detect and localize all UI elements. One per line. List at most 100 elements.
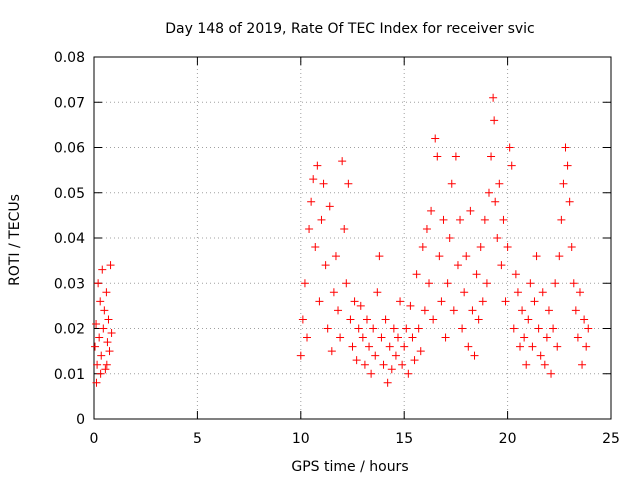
data-point bbox=[447, 179, 456, 188]
data-point bbox=[497, 261, 506, 270]
data-point bbox=[575, 288, 584, 297]
data-point bbox=[365, 342, 374, 351]
data-point bbox=[362, 315, 371, 324]
data-point bbox=[416, 347, 425, 356]
data-point bbox=[331, 252, 340, 261]
data-point bbox=[561, 143, 570, 152]
data-point bbox=[526, 279, 535, 288]
data-point bbox=[569, 279, 578, 288]
data-point bbox=[547, 369, 556, 378]
data-point bbox=[567, 243, 576, 252]
data-point bbox=[91, 342, 100, 351]
data-point bbox=[381, 315, 390, 324]
data-point bbox=[342, 279, 351, 288]
data-point bbox=[391, 351, 400, 360]
data-point bbox=[513, 288, 522, 297]
data-point bbox=[408, 333, 417, 342]
data-point bbox=[491, 197, 500, 206]
data-point bbox=[105, 347, 114, 356]
data-point bbox=[340, 224, 349, 233]
data-point bbox=[453, 261, 462, 270]
data-point bbox=[490, 116, 499, 125]
data-point bbox=[476, 243, 485, 252]
data-point bbox=[489, 93, 498, 102]
axis-ticks: 0 0.01 0.02 0.03 0.04 0.05 0.06 0.07 0.08 0 5 10 15 2… bbox=[54, 50, 620, 447]
data-point bbox=[466, 206, 475, 215]
data-point bbox=[369, 324, 378, 333]
data-point bbox=[100, 306, 109, 315]
data-point bbox=[367, 369, 376, 378]
data-point bbox=[456, 215, 465, 224]
data-point bbox=[383, 378, 392, 387]
data-point bbox=[578, 360, 587, 369]
data-point bbox=[404, 369, 413, 378]
x-tick-label: 15 bbox=[395, 431, 413, 447]
data-point bbox=[336, 333, 345, 342]
data-point bbox=[462, 252, 471, 261]
data-point bbox=[327, 347, 336, 356]
data-point bbox=[538, 288, 547, 297]
x-tick-label: 0 bbox=[90, 431, 99, 447]
data-point bbox=[518, 306, 527, 315]
data-point bbox=[305, 224, 314, 233]
data-point bbox=[298, 315, 307, 324]
data-point bbox=[101, 365, 110, 374]
data-point bbox=[99, 324, 108, 333]
y-tick-label: 0.08 bbox=[54, 50, 85, 66]
data-point bbox=[559, 179, 568, 188]
data-point bbox=[487, 152, 496, 161]
data-point bbox=[493, 234, 502, 242]
data-point bbox=[102, 288, 111, 297]
data-point bbox=[418, 243, 427, 252]
data-point bbox=[389, 324, 398, 333]
data-point bbox=[412, 270, 421, 279]
data-point bbox=[522, 360, 531, 369]
x-tick-label: 10 bbox=[292, 431, 310, 447]
data-point bbox=[580, 315, 589, 324]
data-point bbox=[449, 306, 458, 315]
data-point bbox=[458, 324, 467, 333]
data-point bbox=[321, 261, 330, 270]
data-point bbox=[501, 297, 510, 306]
data-point bbox=[439, 215, 448, 224]
data-point bbox=[103, 338, 112, 347]
data-point bbox=[377, 333, 386, 342]
data-point bbox=[360, 360, 369, 369]
data-point bbox=[530, 297, 539, 306]
data-point bbox=[468, 306, 477, 315]
data-point bbox=[334, 306, 343, 315]
data-point bbox=[95, 333, 104, 342]
data-point bbox=[315, 297, 324, 306]
y-tick-label: 0.07 bbox=[54, 95, 85, 111]
data-point bbox=[433, 152, 442, 161]
data-point bbox=[104, 315, 113, 324]
data-point bbox=[499, 215, 508, 224]
data-point bbox=[400, 342, 409, 351]
y-tick-label: 0.02 bbox=[54, 322, 85, 338]
data-point bbox=[571, 306, 580, 315]
data-point bbox=[511, 270, 520, 279]
data-point bbox=[373, 288, 382, 297]
data-point bbox=[445, 234, 454, 242]
data-point bbox=[303, 333, 312, 342]
x-axis-label: GPS time / hours bbox=[291, 459, 408, 475]
plot-frame bbox=[93, 56, 612, 420]
data-point bbox=[472, 270, 481, 279]
data-point bbox=[307, 197, 316, 206]
data-point bbox=[93, 360, 102, 369]
data-point bbox=[478, 297, 487, 306]
data-point bbox=[325, 202, 334, 211]
data-point bbox=[551, 279, 560, 288]
data-point bbox=[429, 315, 438, 324]
data-point bbox=[311, 243, 320, 252]
data-point bbox=[354, 324, 363, 333]
data-point bbox=[573, 333, 582, 342]
chart-title: Day 148 of 2019, Rate Of TEC Index for r… bbox=[165, 21, 535, 37]
data-point bbox=[482, 279, 491, 288]
grid bbox=[94, 57, 611, 419]
data-point bbox=[379, 360, 388, 369]
data-point bbox=[375, 252, 384, 261]
data-point bbox=[584, 324, 593, 333]
data-point bbox=[532, 252, 541, 261]
data-point bbox=[563, 161, 572, 170]
